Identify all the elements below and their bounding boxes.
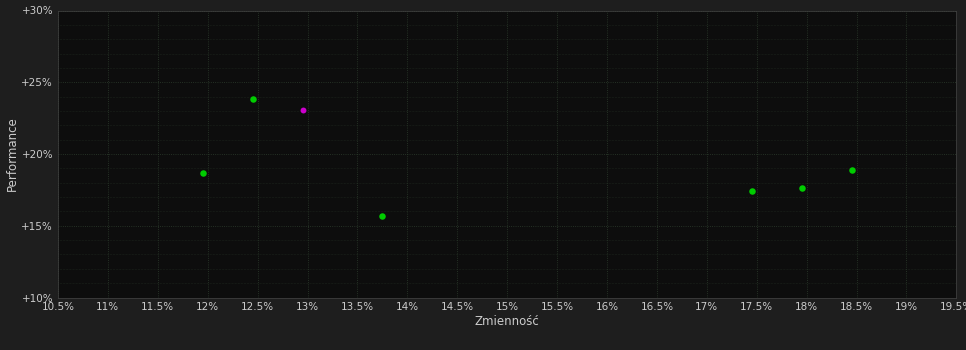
Point bbox=[844, 167, 860, 173]
Point bbox=[245, 97, 261, 102]
Point bbox=[375, 213, 390, 218]
Point bbox=[295, 107, 310, 112]
Y-axis label: Performance: Performance bbox=[6, 117, 18, 191]
X-axis label: Zmienność: Zmienność bbox=[474, 315, 540, 328]
Point bbox=[744, 189, 759, 194]
Point bbox=[794, 186, 810, 191]
Point bbox=[195, 170, 211, 175]
